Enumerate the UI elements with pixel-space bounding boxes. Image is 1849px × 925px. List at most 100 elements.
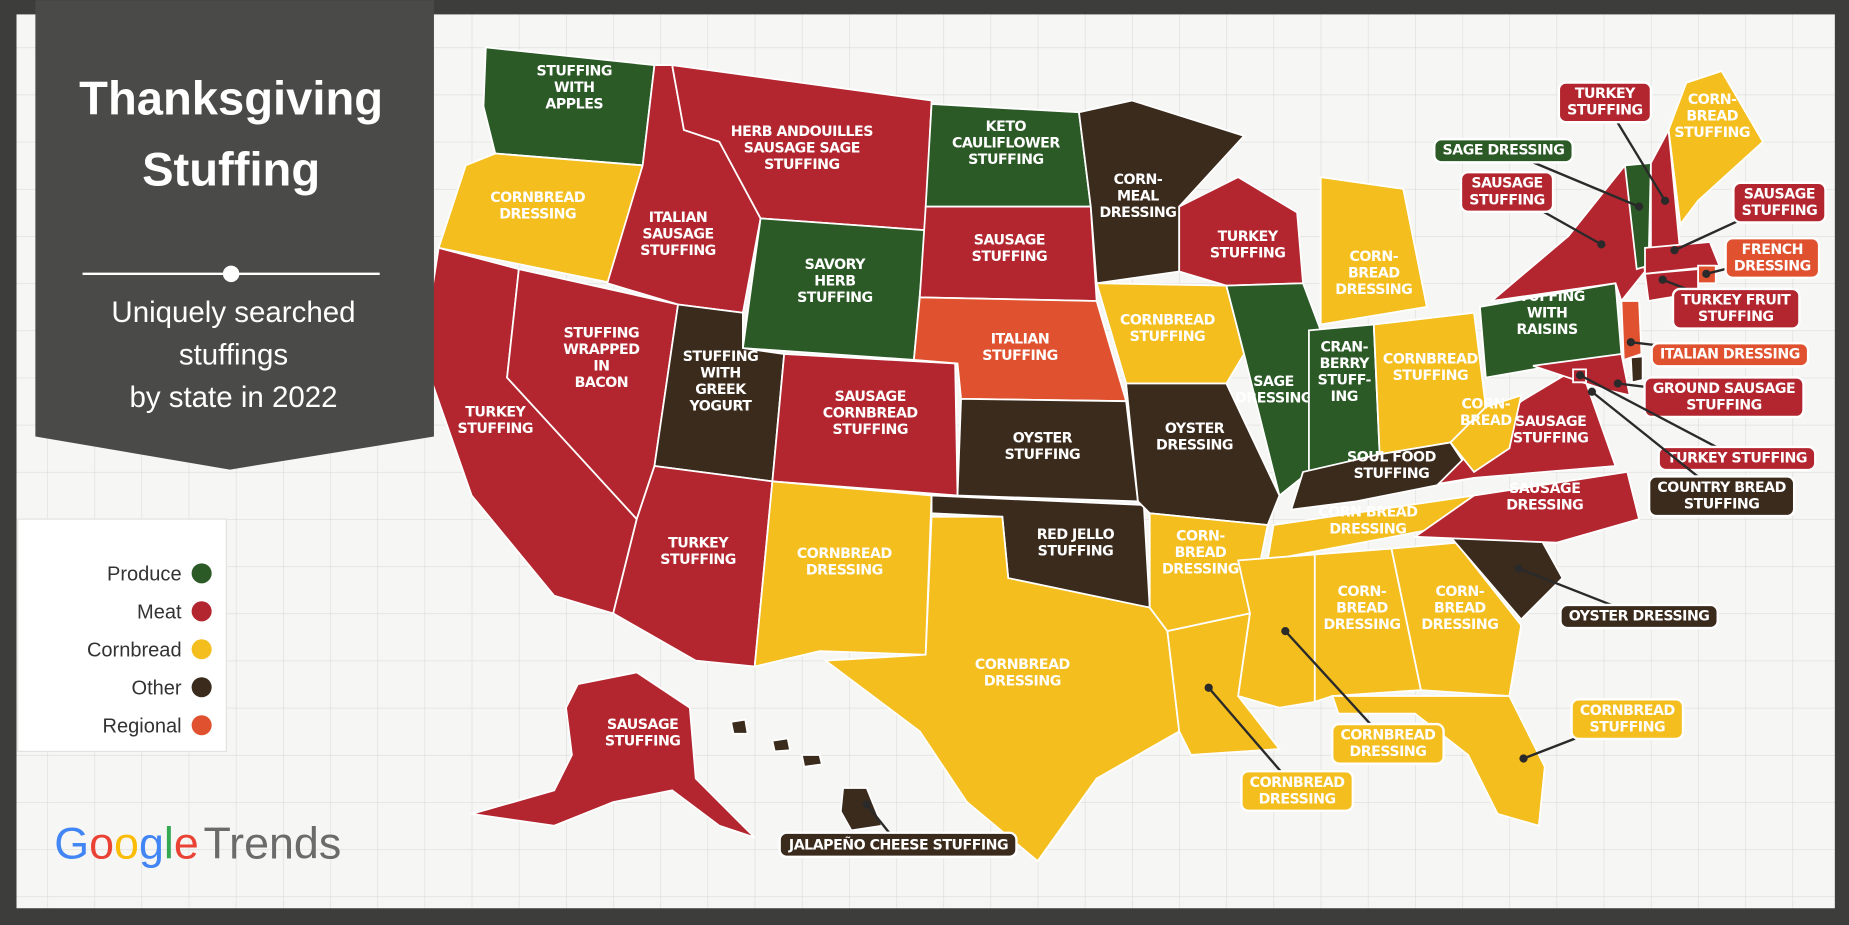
callout-badge [1732,181,1827,224]
callout-badge [1557,81,1653,124]
subtitle: Uniquely searched stuffings by state in 20… [111,296,355,414]
callout-dot [1658,275,1667,284]
state-label: CORN-BREAD DRESSING [1421,584,1498,633]
callout-dot [1587,387,1597,396]
callout-label: OYSTER DRESSING [1569,609,1710,625]
state [1412,470,1641,544]
legend-swatch [191,677,212,698]
callout-label: CORNBREAD DRESSING [1340,728,1435,761]
state-label: SAVORY HERB STUFFING [797,257,873,306]
header-panel [35,0,434,470]
state [839,787,884,832]
callout-dot [1702,269,1711,278]
callout-badge [778,831,1018,858]
state-label: STUFFING WRAPPED IN BACON [563,326,639,392]
state-label: TURKEY STUFFING [660,535,736,568]
legend-swatch [191,639,212,660]
state-label: CORN-MEAL DRESSING [1099,172,1176,221]
state-label: CORNBREAD DRESSING [975,657,1070,690]
state-label: SAUSAGE CORNBREAD STUFFING [823,389,918,438]
state-label: SAUSAGE STUFFING [1513,414,1589,447]
callout-label: COUNTRY BREAD STUFFING [1657,480,1786,513]
callout-label: FRENCH DRESSING [1734,242,1811,275]
callout-label: SAGE DRESSING [1443,143,1565,159]
legend-box [17,518,227,752]
callout-label: TURKEY STUFFING [1567,86,1643,119]
callout-dot [1634,202,1644,211]
callout-badge [1570,698,1685,741]
divider-dot [222,265,240,283]
state [1313,547,1423,704]
state-label: CORN-BREAD DRESSING [1162,528,1239,577]
state [753,480,933,668]
state [1449,393,1523,474]
logo: Google Trends [54,819,341,869]
logo-product: Trends [203,819,341,869]
state-label: STUFFING WITH APPLES [536,64,612,113]
callout-dot [1519,754,1528,763]
state-label: CORN-BREAD DRESSING [1324,584,1401,633]
callout-badge [1657,445,1817,472]
state-label: SAUSAGE STUFFING [605,717,681,750]
state-label: CORN-BREAD STUFFING [1674,92,1750,141]
legend-swatch [191,601,212,622]
state-label: ITALIAN STUFFING [982,331,1058,364]
state [1629,355,1644,384]
state-label: CORNBREAD DRESSING [797,546,892,579]
callout-badge [1647,475,1796,518]
callout-label: TURKEY STUFFING [1667,451,1807,467]
callout-dot [1576,371,1585,380]
legend-label: Other [131,677,181,699]
callout-label: CORNBREAD STUFFING [1580,703,1675,736]
state [1620,300,1643,362]
state-label: SAUSAGE STUFFING [972,232,1048,265]
state [1237,553,1316,709]
state [800,754,824,768]
callout-leader [1579,374,1738,459]
state [730,718,749,735]
callout-dot [1660,196,1670,205]
callout-dot [862,800,871,809]
callout-label: GROUND SAUSAGE STUFFING [1653,381,1795,414]
state-label: CORN BREAD DRESSING [1318,505,1417,538]
state-label: STUFFING WITH GREEK YOGURT [683,349,759,415]
callout-badge [1650,342,1810,368]
state-label: CORN-BREAD DRESSING [1335,249,1412,298]
state [437,152,644,285]
callout-badge [1459,171,1555,213]
state-label: SOUL FOOD STUFFING [1347,449,1436,482]
callout-dot [1670,246,1679,255]
state-label: CORNBREAD DRESSING [490,190,585,223]
state [771,737,792,753]
callout-badge [1240,770,1355,813]
logo-brand: Google [54,819,199,869]
callout-dot [1514,564,1523,573]
state-label: CRAN-BERRY STUFF-ING [1318,340,1372,406]
callout-dot [1613,379,1623,388]
state [1667,69,1765,227]
legend-swatch [191,715,212,736]
callout-label: SAUSAGE STUFFING [1742,186,1818,219]
callout-label: SAUSAGE STUFFING [1469,176,1545,209]
legend-label: Produce [107,563,182,585]
state-label: TURKEY STUFFING [1210,229,1286,262]
state-label: SAUSAGE DRESSING [1506,481,1583,514]
state-label: TURKEY STUFFING [457,405,533,438]
callout-dot [1597,240,1606,249]
state [471,671,756,839]
callout-badge [1643,376,1805,419]
callout-badge [1433,138,1574,164]
state-label: CORNBREAD STUFFING [1120,313,1215,346]
callout-label: CORNBREAD DRESSING [1250,775,1345,808]
legend-label: Cornbread [87,639,182,661]
state [1095,282,1246,385]
callout-label: TURKEY FRUIT STUFFING [1681,292,1791,325]
state-label: OYSTER STUFFING [1005,430,1081,463]
state [1319,176,1428,326]
legend-label: Meat [137,601,182,623]
state [1331,695,1546,827]
state-label: KETO CAULIFLOWER STUFFING [952,119,1060,168]
state-label: OYSTER DRESSING [1156,421,1233,454]
